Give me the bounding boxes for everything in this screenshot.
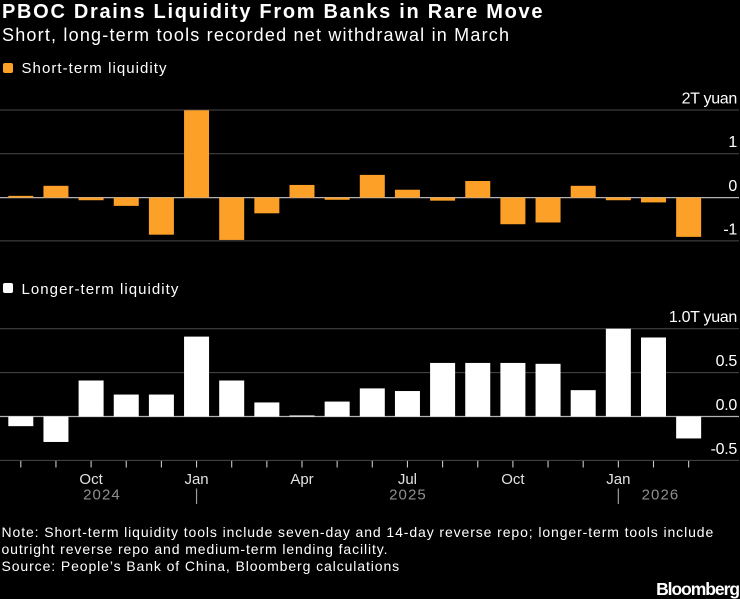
svg-text:Jul: Jul bbox=[398, 471, 417, 488]
svg-text:2026: 2026 bbox=[642, 486, 680, 503]
svg-text:-0.5: -0.5 bbox=[711, 441, 738, 458]
svg-text:2024: 2024 bbox=[83, 486, 121, 503]
svg-text:0.0: 0.0 bbox=[716, 397, 738, 414]
svg-text:Oct: Oct bbox=[501, 471, 525, 488]
svg-text:Jan: Jan bbox=[606, 471, 630, 488]
svg-text:2025: 2025 bbox=[389, 486, 427, 503]
svg-text:1: 1 bbox=[728, 134, 737, 151]
svg-text:Apr: Apr bbox=[290, 471, 313, 488]
svg-text:0.5: 0.5 bbox=[716, 353, 738, 370]
svg-text:0: 0 bbox=[728, 178, 737, 195]
svg-text:-1: -1 bbox=[723, 222, 737, 239]
svg-text:2T yuan: 2T yuan bbox=[682, 90, 737, 107]
svg-text:Jan: Jan bbox=[184, 471, 208, 488]
svg-text:Oct: Oct bbox=[79, 471, 103, 488]
svg-text:1.0T yuan: 1.0T yuan bbox=[669, 309, 737, 326]
